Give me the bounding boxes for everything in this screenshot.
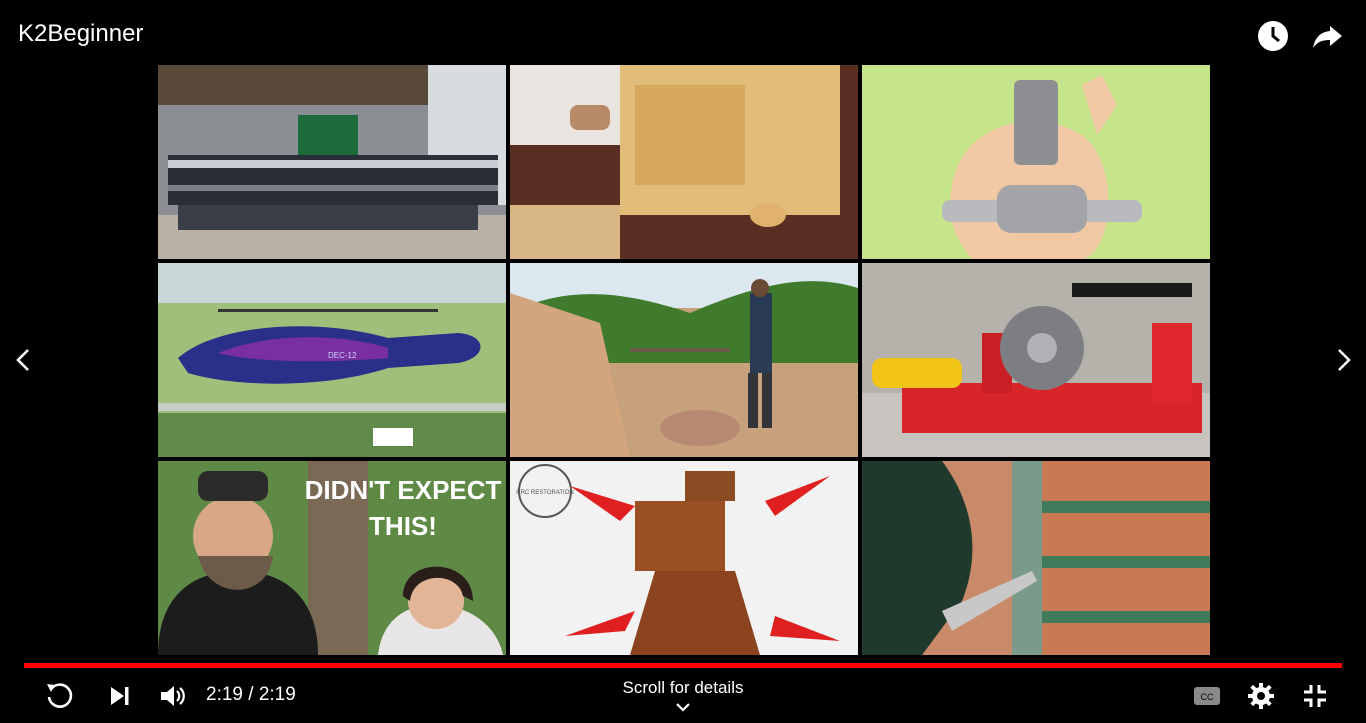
- subtitles-icon[interactable]: CC: [1191, 680, 1223, 712]
- scroll-for-details[interactable]: Scroll for details: [622, 678, 744, 697]
- replay-icon[interactable]: [43, 680, 75, 712]
- tile7-line1: DIDN'T EXPECT: [305, 475, 502, 505]
- tile8-badge: RRC RESTORATION: [516, 490, 573, 496]
- clock-icon[interactable]: [1257, 20, 1289, 52]
- end-screen-grid: DEC-12: [158, 65, 1210, 657]
- thumbnail-drill-chuck[interactable]: [862, 65, 1210, 259]
- next-arrow-icon[interactable]: [1329, 346, 1357, 374]
- thumbnail-helicopter[interactable]: DEC-12: [158, 263, 506, 457]
- settings-gear-icon[interactable]: [1245, 680, 1277, 712]
- thumbnail-didnt-expect[interactable]: DIDN'T EXPECT THIS!: [158, 461, 506, 655]
- previous-arrow-icon[interactable]: [10, 346, 38, 374]
- thumbnail-jungle-farm[interactable]: [510, 263, 858, 457]
- thumbnail-red-machine[interactable]: [862, 263, 1210, 457]
- chevron-down-icon[interactable]: [673, 700, 693, 716]
- volume-icon[interactable]: [156, 680, 188, 712]
- svg-text:CC: CC: [1201, 692, 1214, 702]
- share-icon[interactable]: [1311, 20, 1343, 52]
- video-title[interactable]: K2Beginner: [18, 20, 144, 47]
- exit-fullscreen-icon[interactable]: [1299, 680, 1331, 712]
- tile4-tail-text: DEC-12: [328, 351, 357, 360]
- thumbnail-restoration[interactable]: RRC RESTORATION: [510, 461, 858, 655]
- progress-bar[interactable]: [24, 663, 1342, 668]
- thumbnail-combine-harvester[interactable]: [158, 65, 506, 259]
- thumbnail-green-glove[interactable]: [862, 461, 1210, 655]
- next-video-icon[interactable]: [104, 680, 136, 712]
- thumbnail-woodworking[interactable]: [510, 65, 858, 259]
- time-display: 2:19 / 2:19: [206, 684, 296, 705]
- tile7-line2: THIS!: [369, 511, 437, 541]
